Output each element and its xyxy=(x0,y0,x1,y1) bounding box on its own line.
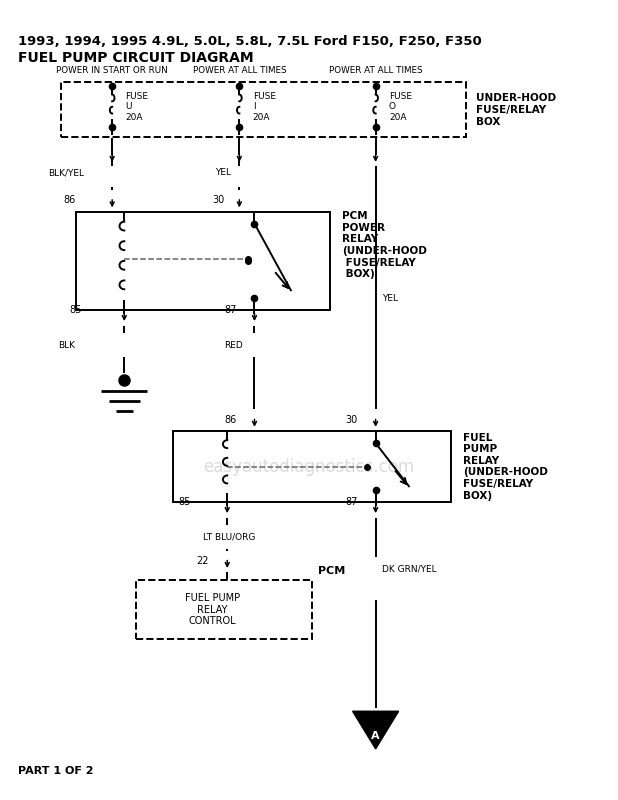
Text: POWER AT ALL TIMES: POWER AT ALL TIMES xyxy=(193,66,286,74)
Bar xyxy=(173,431,451,502)
Text: PCM: PCM xyxy=(318,566,345,576)
Text: 30: 30 xyxy=(345,414,357,425)
Text: YEL: YEL xyxy=(382,294,397,302)
Text: POWER IN START OR RUN: POWER IN START OR RUN xyxy=(56,66,168,74)
Text: FUSE
U
20A: FUSE U 20A xyxy=(125,92,148,122)
Bar xyxy=(61,82,467,138)
Text: 85: 85 xyxy=(69,305,82,315)
Text: BLK/YEL: BLK/YEL xyxy=(49,168,85,177)
Text: POWER AT ALL TIMES: POWER AT ALL TIMES xyxy=(329,66,423,74)
Text: 86: 86 xyxy=(64,195,76,205)
Text: YEL: YEL xyxy=(215,168,231,177)
Text: FUEL PUMP CIRCUIT DIAGRAM: FUEL PUMP CIRCUIT DIAGRAM xyxy=(19,51,254,65)
Text: FUSE
I
20A: FUSE I 20A xyxy=(253,92,276,122)
Text: RED: RED xyxy=(224,341,243,350)
Bar xyxy=(76,212,330,310)
Text: FUEL PUMP
RELAY
CONTROL: FUEL PUMP RELAY CONTROL xyxy=(185,593,240,626)
Text: 87: 87 xyxy=(345,497,357,507)
Text: 87: 87 xyxy=(224,305,236,315)
Text: FUSE
O
20A: FUSE O 20A xyxy=(389,92,412,122)
Text: PCM
POWER
RELAY
(UNDER-HOOD
 FUSE/RELAY
 BOX): PCM POWER RELAY (UNDER-HOOD FUSE/RELAY B… xyxy=(342,211,427,279)
Text: UNDER-HOOD
FUSE/RELAY
BOX: UNDER-HOOD FUSE/RELAY BOX xyxy=(476,94,556,126)
Text: A: A xyxy=(371,730,380,741)
Text: DK GRN/YEL: DK GRN/YEL xyxy=(382,564,436,573)
Text: LT BLU/ORG: LT BLU/ORG xyxy=(203,533,255,542)
Text: 22: 22 xyxy=(197,556,209,566)
Text: 85: 85 xyxy=(179,497,191,507)
Text: 30: 30 xyxy=(212,195,224,205)
Text: 1993, 1994, 1995 4.9L, 5.0L, 5.8L, 7.5L Ford F150, F250, F350: 1993, 1994, 1995 4.9L, 5.0L, 5.8L, 7.5L … xyxy=(19,35,482,49)
Text: FUEL
PUMP
RELAY
(UNDER-HOOD
FUSE/RELAY
BOX): FUEL PUMP RELAY (UNDER-HOOD FUSE/RELAY B… xyxy=(464,433,548,501)
Text: easyautodiagnostics.com: easyautodiagnostics.com xyxy=(203,458,415,476)
Text: 86: 86 xyxy=(224,414,236,425)
Polygon shape xyxy=(353,711,399,749)
Text: BLK: BLK xyxy=(57,341,75,350)
Text: PART 1 OF 2: PART 1 OF 2 xyxy=(19,766,94,776)
Bar xyxy=(137,580,312,639)
